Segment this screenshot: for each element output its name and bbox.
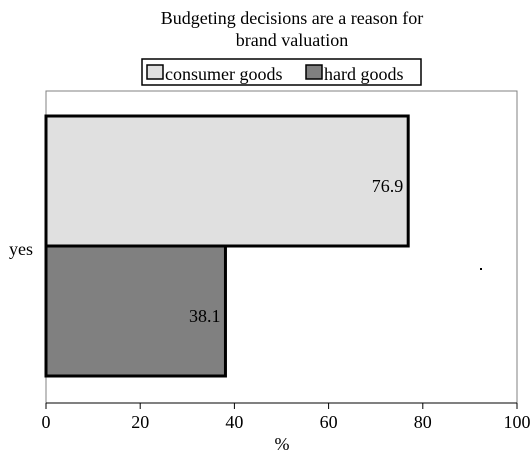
legend-swatch-hard-goods: [305, 64, 323, 80]
bars: [44, 114, 410, 378]
chart-title: Budgeting decisions are a reason for bra…: [161, 8, 423, 50]
x-tick-label-80: 80: [414, 412, 432, 432]
legend-label-consumer-goods: consumer goods: [165, 64, 282, 84]
value-labels: 76.9 38.1: [189, 176, 403, 326]
legend-swatch-consumer-goods: [146, 64, 164, 80]
chart-legend: consumer goods hard goods: [141, 58, 422, 86]
x-tick-label-60: 60: [320, 412, 338, 432]
x-tick-label-20: 20: [131, 412, 149, 432]
x-tick-label-100: 100: [504, 412, 531, 432]
x-axis: 0 20 40 60 80 100: [42, 402, 531, 432]
x-axis-label: %: [275, 434, 290, 454]
category-label-yes: yes: [9, 239, 33, 259]
bar-hard-goods: [44, 244, 227, 378]
legend-label-hard-goods: hard goods: [324, 64, 404, 84]
chart-title-line-2: brand valuation: [236, 30, 348, 50]
chart-title-line-1: Budgeting decisions are a reason for: [161, 8, 423, 28]
value-label-hard-goods: 38.1: [189, 306, 221, 326]
stray-dot: [480, 268, 482, 270]
bar-consumer-goods: [44, 114, 410, 248]
x-tick-label-40: 40: [225, 412, 243, 432]
x-tick-label-0: 0: [42, 412, 51, 432]
value-label-consumer-goods: 76.9: [372, 176, 404, 196]
legend-frame: [141, 58, 422, 86]
